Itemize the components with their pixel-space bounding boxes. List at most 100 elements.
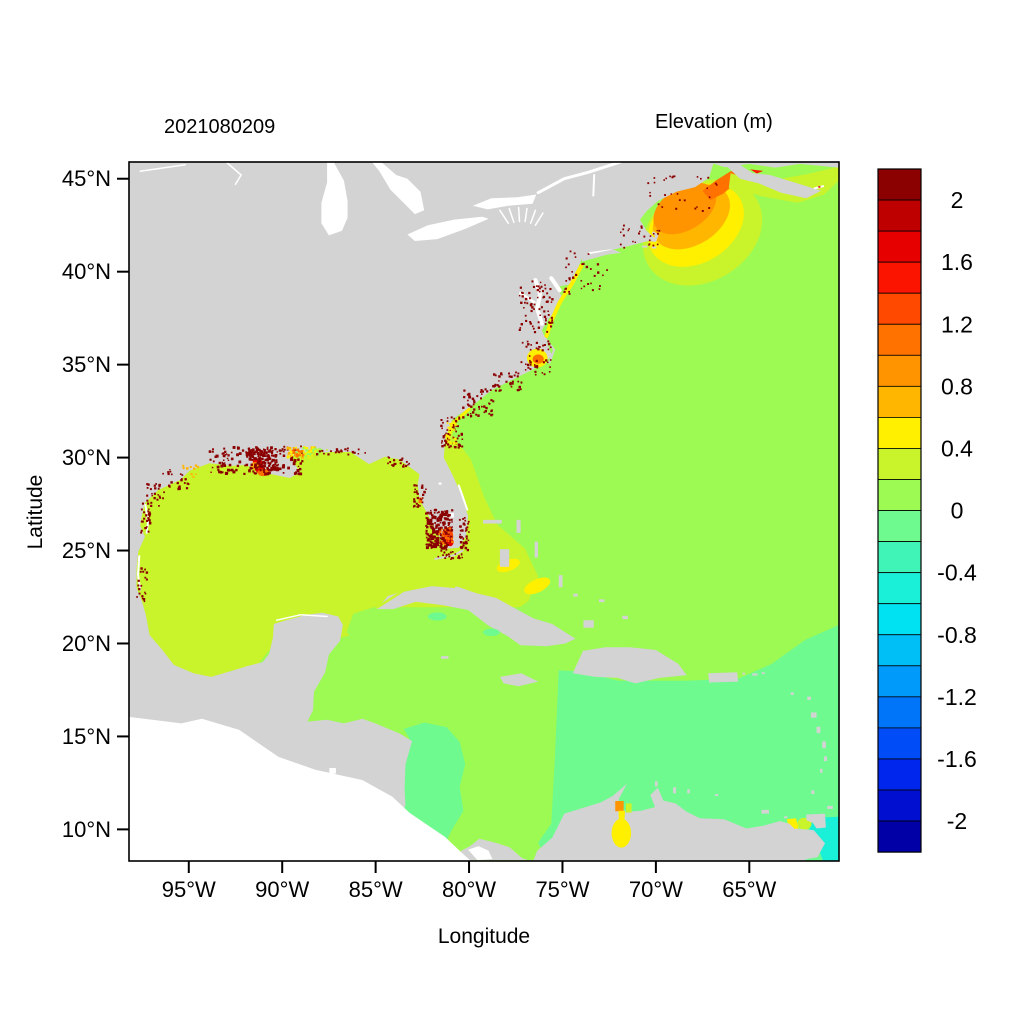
speckle-south-carolina <box>488 412 491 415</box>
speckle-ms-sound-orange <box>297 454 300 457</box>
speckle-chesapeake <box>543 315 547 318</box>
colorbar-tick-label: 0.8 <box>941 373 973 399</box>
speckle-sw-florida <box>431 537 435 541</box>
speckle-south-carolina <box>473 401 476 404</box>
land-small-islands <box>598 599 605 603</box>
speckle-sw-florida <box>447 528 450 532</box>
speckle-louisiana-core <box>261 465 264 469</box>
speckle-georgia <box>442 435 445 438</box>
speckle-sw-florida <box>443 529 446 532</box>
speckle-north-carolina <box>501 374 503 376</box>
speckle-everglades-orange <box>451 540 454 544</box>
speckle-louisiana-core <box>256 452 260 455</box>
speckle-sw-florida <box>427 520 430 523</box>
speckle-georgia <box>461 445 464 448</box>
colorbar-cell <box>877 727 922 760</box>
x-tick-label: 85°W <box>349 877 403 902</box>
speckle-ms-sound-chartreuse <box>316 448 319 452</box>
speckle-panhandle <box>338 451 341 454</box>
speckle-tampa <box>416 490 418 492</box>
speckle-se-florida <box>465 535 468 538</box>
potomac-river <box>519 291 536 304</box>
speckle-south-carolina <box>463 396 466 399</box>
speckle-mexico-lagoons <box>138 587 141 591</box>
speckle-sw-florida <box>436 538 440 542</box>
speckle-chesapeake <box>531 306 534 309</box>
speckle-chesapeake <box>548 321 551 324</box>
speckle-south-carolina <box>490 399 493 402</box>
speckle-maine <box>665 177 667 180</box>
colorbar-cell <box>877 634 922 667</box>
speckle-se-florida <box>460 546 463 550</box>
speckle-maine <box>696 176 699 178</box>
speckle-chesapeake <box>546 330 549 333</box>
colorbar-tick-label: 2 <box>951 187 964 213</box>
speckle-louisiana-marsh <box>221 471 224 474</box>
speckle-maine <box>678 199 681 201</box>
speckle-louisiana-marsh <box>297 458 300 461</box>
speckle-texas-2 <box>157 487 160 490</box>
speckle-everglades-orange <box>449 527 452 530</box>
speckle-panhandle <box>353 451 356 454</box>
speckle-texas-1 <box>148 508 150 510</box>
speckle-nj-ny <box>587 283 590 285</box>
speckle-sw-florida <box>436 532 440 536</box>
speckle-louisiana-core <box>275 459 277 462</box>
speckle-sw-florida <box>440 510 444 514</box>
speckle-sw-florida <box>440 513 443 516</box>
speckle-georgia <box>448 438 451 441</box>
land-trinidad <box>806 813 826 829</box>
speckle-big-bend <box>399 462 402 465</box>
speckle-ms-sound-orange <box>299 450 302 453</box>
speckle-louisiana-core <box>257 460 259 463</box>
speckle-chesapeake <box>532 285 535 288</box>
land-long-island <box>582 249 622 262</box>
speckle-texas-3 <box>181 474 184 476</box>
speckle-sw-florida <box>439 542 442 544</box>
speckle-sw-florida <box>437 523 440 527</box>
speckle-louisiana-core <box>271 467 275 471</box>
y-tick-label: 20°N <box>62 631 111 656</box>
speckle-south-carolina <box>466 413 470 416</box>
speckle-maine <box>714 182 717 185</box>
land-small-islands <box>742 672 746 675</box>
speckle-texas-3 <box>183 482 186 484</box>
speckle-louisiana-core <box>250 449 252 451</box>
speckle-sw-florida <box>429 538 432 541</box>
speckle-louisiana-core <box>259 456 261 459</box>
speckle-georgia <box>452 436 455 439</box>
speckle-chesapeake <box>543 310 546 313</box>
speckle-nj-ny <box>565 266 567 269</box>
x-axis-label: Longitude <box>437 925 531 948</box>
speckle-louisiana-core <box>257 454 260 457</box>
speckle-pamlico <box>537 348 540 351</box>
land-small-islands <box>687 789 690 794</box>
speckle-louisiana-core <box>266 467 269 470</box>
speckle-sw-florida <box>448 523 450 526</box>
speckle-georgia <box>445 442 448 445</box>
speckle-chesapeake <box>525 319 528 322</box>
speckle-texas-1 <box>147 512 151 516</box>
speckle-everglades-orange <box>447 540 450 542</box>
speckle-sw-florida <box>448 540 451 543</box>
colorbar-cell <box>877 479 922 511</box>
speckle-texas-2 <box>147 483 150 486</box>
speckle-louisiana-core <box>258 464 261 468</box>
speckle-everglades-orange <box>448 538 450 540</box>
speckle-nj-ny <box>581 263 584 266</box>
speckle-louisiana-core <box>258 459 261 463</box>
land-small-islands <box>483 519 502 524</box>
speckle-sw-florida <box>429 543 433 547</box>
speckle-louisiana-marsh <box>299 467 302 471</box>
speckle-georgia <box>443 444 446 447</box>
speckle-louisiana-core <box>253 451 256 454</box>
speckle-south-carolina <box>468 404 471 407</box>
speckle-pamlico <box>541 372 544 374</box>
lake-michigan <box>321 162 348 236</box>
speckle-tampa <box>413 484 416 487</box>
colorbar-tick-label: -0.4 <box>937 560 977 586</box>
speckle-panhandle <box>334 451 337 454</box>
speckle-keys <box>445 555 447 557</box>
speckle-pamlico <box>547 348 550 351</box>
speckle-ms-sound-chartreuse <box>324 455 327 458</box>
